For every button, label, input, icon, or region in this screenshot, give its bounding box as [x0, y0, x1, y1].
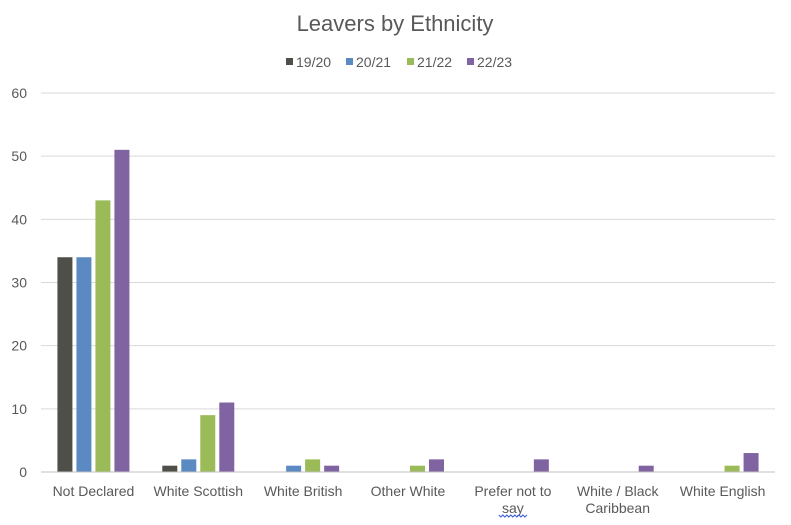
- bar-20-21-cat-1: [181, 459, 197, 472]
- bar-19-20-cat-0: [57, 257, 73, 472]
- x-category-label: White Scottish: [154, 483, 243, 499]
- legend-label: 22/23: [477, 54, 512, 70]
- y-tick-label: 10: [11, 401, 27, 417]
- legend-label: 21/22: [417, 54, 452, 70]
- x-category-label: Not Declared: [53, 483, 135, 499]
- bar-20-21-cat-2: [286, 465, 302, 472]
- bar-22-23-cat-0: [114, 149, 130, 472]
- bar-22-23-cat-4: [533, 459, 549, 472]
- legend-label: 19/20: [296, 54, 331, 70]
- bar-21-22-cat-2: [305, 459, 321, 472]
- legend: 19/20 20/21 21/22 22/23: [286, 54, 512, 70]
- y-tick-label: 50: [11, 148, 27, 164]
- y-tick-label: 40: [11, 211, 27, 227]
- bar-22-23-cat-2: [324, 465, 340, 472]
- bar-19-20-cat-1: [162, 465, 178, 472]
- bar-21-22-cat-0: [95, 200, 111, 472]
- gridlines: [41, 92, 775, 410]
- bar-21-22-cat-3: [410, 465, 425, 472]
- x-category-label: Other White: [371, 483, 446, 499]
- y-tick-label: 0: [19, 464, 27, 480]
- x-axis-categories: Not Declared White Scottish White British O…: [53, 483, 766, 518]
- x-category-label: Prefer not to: [474, 483, 551, 499]
- legend-swatch: [346, 58, 353, 65]
- bar-22-23-cat-1: [219, 402, 235, 472]
- bar-22-23-cat-3: [429, 459, 444, 472]
- bar-20-21-cat-0: [76, 257, 92, 472]
- legend-swatch: [467, 58, 474, 65]
- bar-22-23-cat-5: [638, 465, 654, 472]
- x-category-label: White British: [264, 483, 343, 499]
- legend-label: 20/21: [356, 54, 391, 70]
- x-category-label: White / Black: [577, 483, 660, 499]
- bar-22-23-cat-6: [743, 453, 759, 472]
- x-category-label: White English: [680, 483, 766, 499]
- y-tick-label: 20: [11, 338, 27, 354]
- x-category-label: say: [502, 500, 524, 516]
- y-tick-label: 60: [11, 85, 27, 101]
- legend-swatch: [286, 58, 293, 65]
- bars: [57, 149, 759, 472]
- chart-title: Leavers by Ethnicity: [297, 11, 494, 36]
- y-tick-label: 30: [11, 275, 27, 291]
- spellcheck-underline: [498, 514, 528, 518]
- bar-21-22-cat-1: [200, 415, 216, 472]
- x-category-label: Caribbean: [585, 500, 650, 516]
- bar-21-22-cat-6: [724, 465, 740, 472]
- y-axis-ticks: 0 10 20 30 40 50 60: [11, 85, 27, 480]
- legend-swatch: [407, 58, 414, 65]
